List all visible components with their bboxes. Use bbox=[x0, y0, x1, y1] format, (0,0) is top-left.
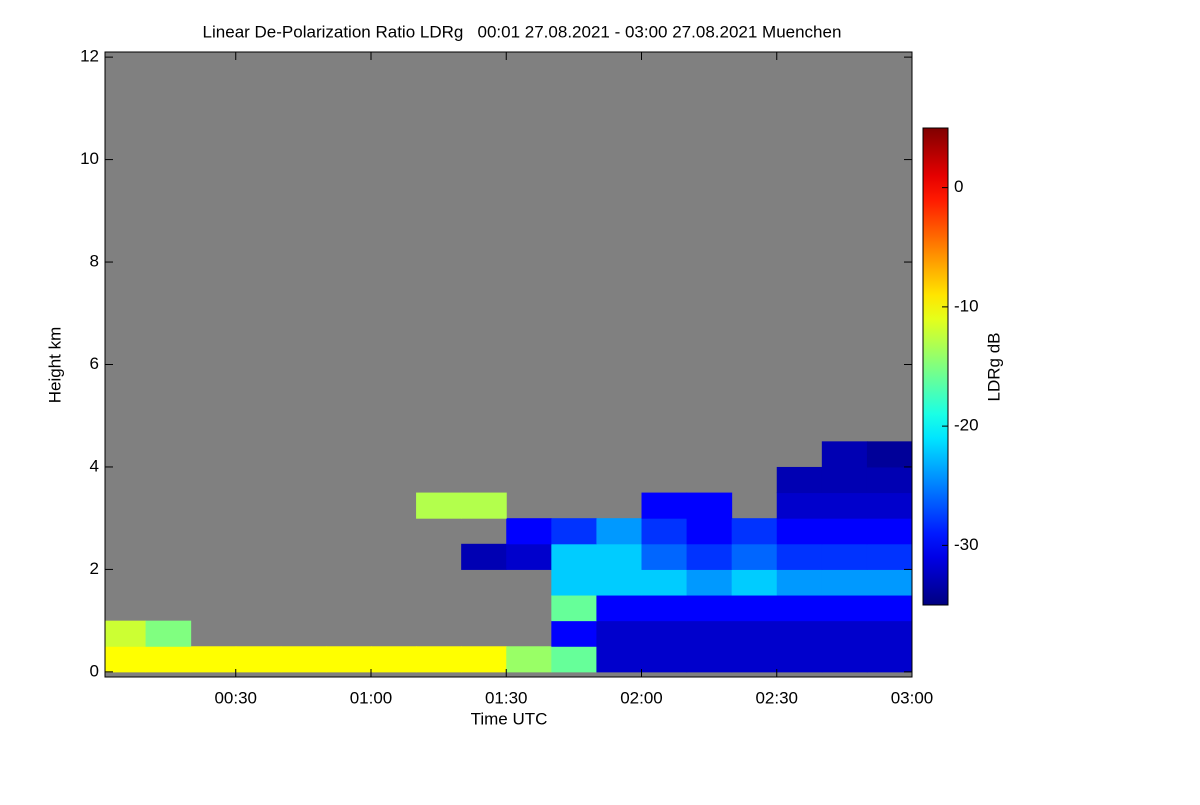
heatmap-cell bbox=[105, 620, 147, 647]
heatmap-cell bbox=[866, 646, 912, 673]
heatmap-cell bbox=[866, 620, 912, 647]
heatmap-cell bbox=[280, 646, 327, 673]
heatmap-cell bbox=[686, 595, 733, 622]
heatmap-cell bbox=[190, 646, 237, 673]
heatmap-cell bbox=[416, 492, 462, 519]
heatmap-cell bbox=[551, 646, 597, 673]
y-tick-label: 8 bbox=[90, 252, 99, 271]
y-tick-label: 0 bbox=[90, 661, 99, 680]
plot-area bbox=[105, 52, 912, 677]
heatmap-cell bbox=[821, 543, 868, 570]
x-tick-label: 02:00 bbox=[620, 688, 663, 707]
heatmap-cell bbox=[821, 620, 868, 647]
heatmap-cell bbox=[686, 543, 733, 570]
heatmap-cell bbox=[776, 492, 823, 519]
y-tick-label: 6 bbox=[90, 354, 99, 373]
heatmap-cell bbox=[596, 543, 642, 570]
y-axis-label: Height km bbox=[45, 327, 64, 404]
y-tick-label: 4 bbox=[90, 456, 99, 475]
heatmap-cell bbox=[776, 620, 823, 647]
heatmap-cell bbox=[686, 518, 733, 545]
y-tick-label: 10 bbox=[80, 149, 99, 168]
heatmap-cell bbox=[641, 492, 688, 519]
colorbar-label: LDRg dB bbox=[984, 333, 1003, 402]
heatmap-cell bbox=[731, 543, 778, 570]
chart-title: Linear De-Polarization Ratio LDRg 00:01 … bbox=[203, 22, 842, 41]
heatmap-cell bbox=[776, 518, 823, 545]
heatmap-cell bbox=[821, 466, 868, 494]
heatmap-cell bbox=[641, 646, 688, 673]
heatmap-cell bbox=[821, 569, 868, 596]
heatmap-cell bbox=[866, 441, 912, 468]
heatmap-cell bbox=[731, 646, 778, 673]
heatmap-cell bbox=[596, 569, 642, 596]
heatmap-cell bbox=[506, 543, 552, 570]
x-tick-label: 01:00 bbox=[350, 688, 393, 707]
heatmap-cell bbox=[866, 569, 912, 596]
heatmap-cell bbox=[821, 492, 868, 519]
heatmap-cell bbox=[731, 620, 778, 647]
heatmap-cell bbox=[370, 646, 417, 673]
heatmap-cell bbox=[821, 441, 868, 468]
heatmap-cell bbox=[551, 595, 597, 622]
heatmap-cell bbox=[686, 620, 733, 647]
y-tick-label: 12 bbox=[80, 47, 99, 66]
heatmap-cell bbox=[731, 518, 778, 545]
heatmap-cell bbox=[506, 646, 552, 673]
x-tick-label: 00:30 bbox=[214, 688, 257, 707]
heatmap-cell bbox=[551, 543, 597, 570]
heatmap-cell bbox=[866, 595, 912, 622]
colorbar-tick-label: -10 bbox=[954, 296, 979, 315]
x-tick-label: 02:30 bbox=[755, 688, 798, 707]
heatmap-cell bbox=[235, 646, 282, 673]
colorbar-tick-label: -30 bbox=[954, 535, 979, 554]
heatmap-cell bbox=[551, 620, 597, 647]
heatmap-cell bbox=[731, 569, 778, 596]
heatmap-cell bbox=[641, 543, 688, 570]
heatmap-cell bbox=[686, 569, 733, 596]
heatmap-cell bbox=[731, 595, 778, 622]
heatmap-cell bbox=[641, 569, 688, 596]
heatmap-cell bbox=[551, 518, 597, 545]
heatmap-cell bbox=[776, 646, 823, 673]
heatmap-cell bbox=[145, 620, 192, 647]
heatmap-cell bbox=[866, 466, 912, 494]
heatmap-cell bbox=[506, 518, 552, 545]
heatmap-cell bbox=[641, 620, 688, 647]
heatmap-cell bbox=[641, 595, 688, 622]
heatmap-cell bbox=[821, 595, 868, 622]
heatmap-cell bbox=[551, 569, 597, 596]
heatmap-cell bbox=[105, 646, 147, 673]
colorbar bbox=[922, 127, 949, 606]
heatmap-cell bbox=[686, 492, 733, 519]
heatmap-cell bbox=[821, 518, 868, 545]
heatmap-cell bbox=[461, 543, 507, 570]
heatmap-cell bbox=[776, 543, 823, 570]
heatmap-cell bbox=[596, 518, 642, 545]
heatmap-cell bbox=[776, 466, 823, 494]
heatmap-cell bbox=[596, 646, 642, 673]
heatmap-cell bbox=[416, 646, 462, 673]
x-axis-label: Time UTC bbox=[471, 709, 548, 728]
heatmap-cell bbox=[866, 492, 912, 519]
heatmap-cell bbox=[596, 620, 642, 647]
heatmap-cell bbox=[821, 646, 868, 673]
colorbar-tick-label: -20 bbox=[954, 416, 979, 435]
y-tick-label: 2 bbox=[90, 559, 99, 578]
colorbar-tick-label: 0 bbox=[954, 177, 963, 196]
heatmap-cell bbox=[461, 492, 507, 519]
heatmap-cell bbox=[145, 646, 192, 673]
heatmap-cell bbox=[866, 518, 912, 545]
x-tick-label: 01:30 bbox=[485, 688, 528, 707]
heatmap-cell bbox=[866, 543, 912, 570]
heatmap-cell bbox=[596, 595, 642, 622]
x-tick-label: 03:00 bbox=[891, 688, 934, 707]
heatmap-cell bbox=[641, 518, 688, 545]
heatmap-cell bbox=[325, 646, 372, 673]
heatmap-cell bbox=[776, 595, 823, 622]
heatmap-cell bbox=[776, 569, 823, 596]
heatmap-cell bbox=[461, 646, 507, 673]
heatmap-cell bbox=[686, 646, 733, 673]
